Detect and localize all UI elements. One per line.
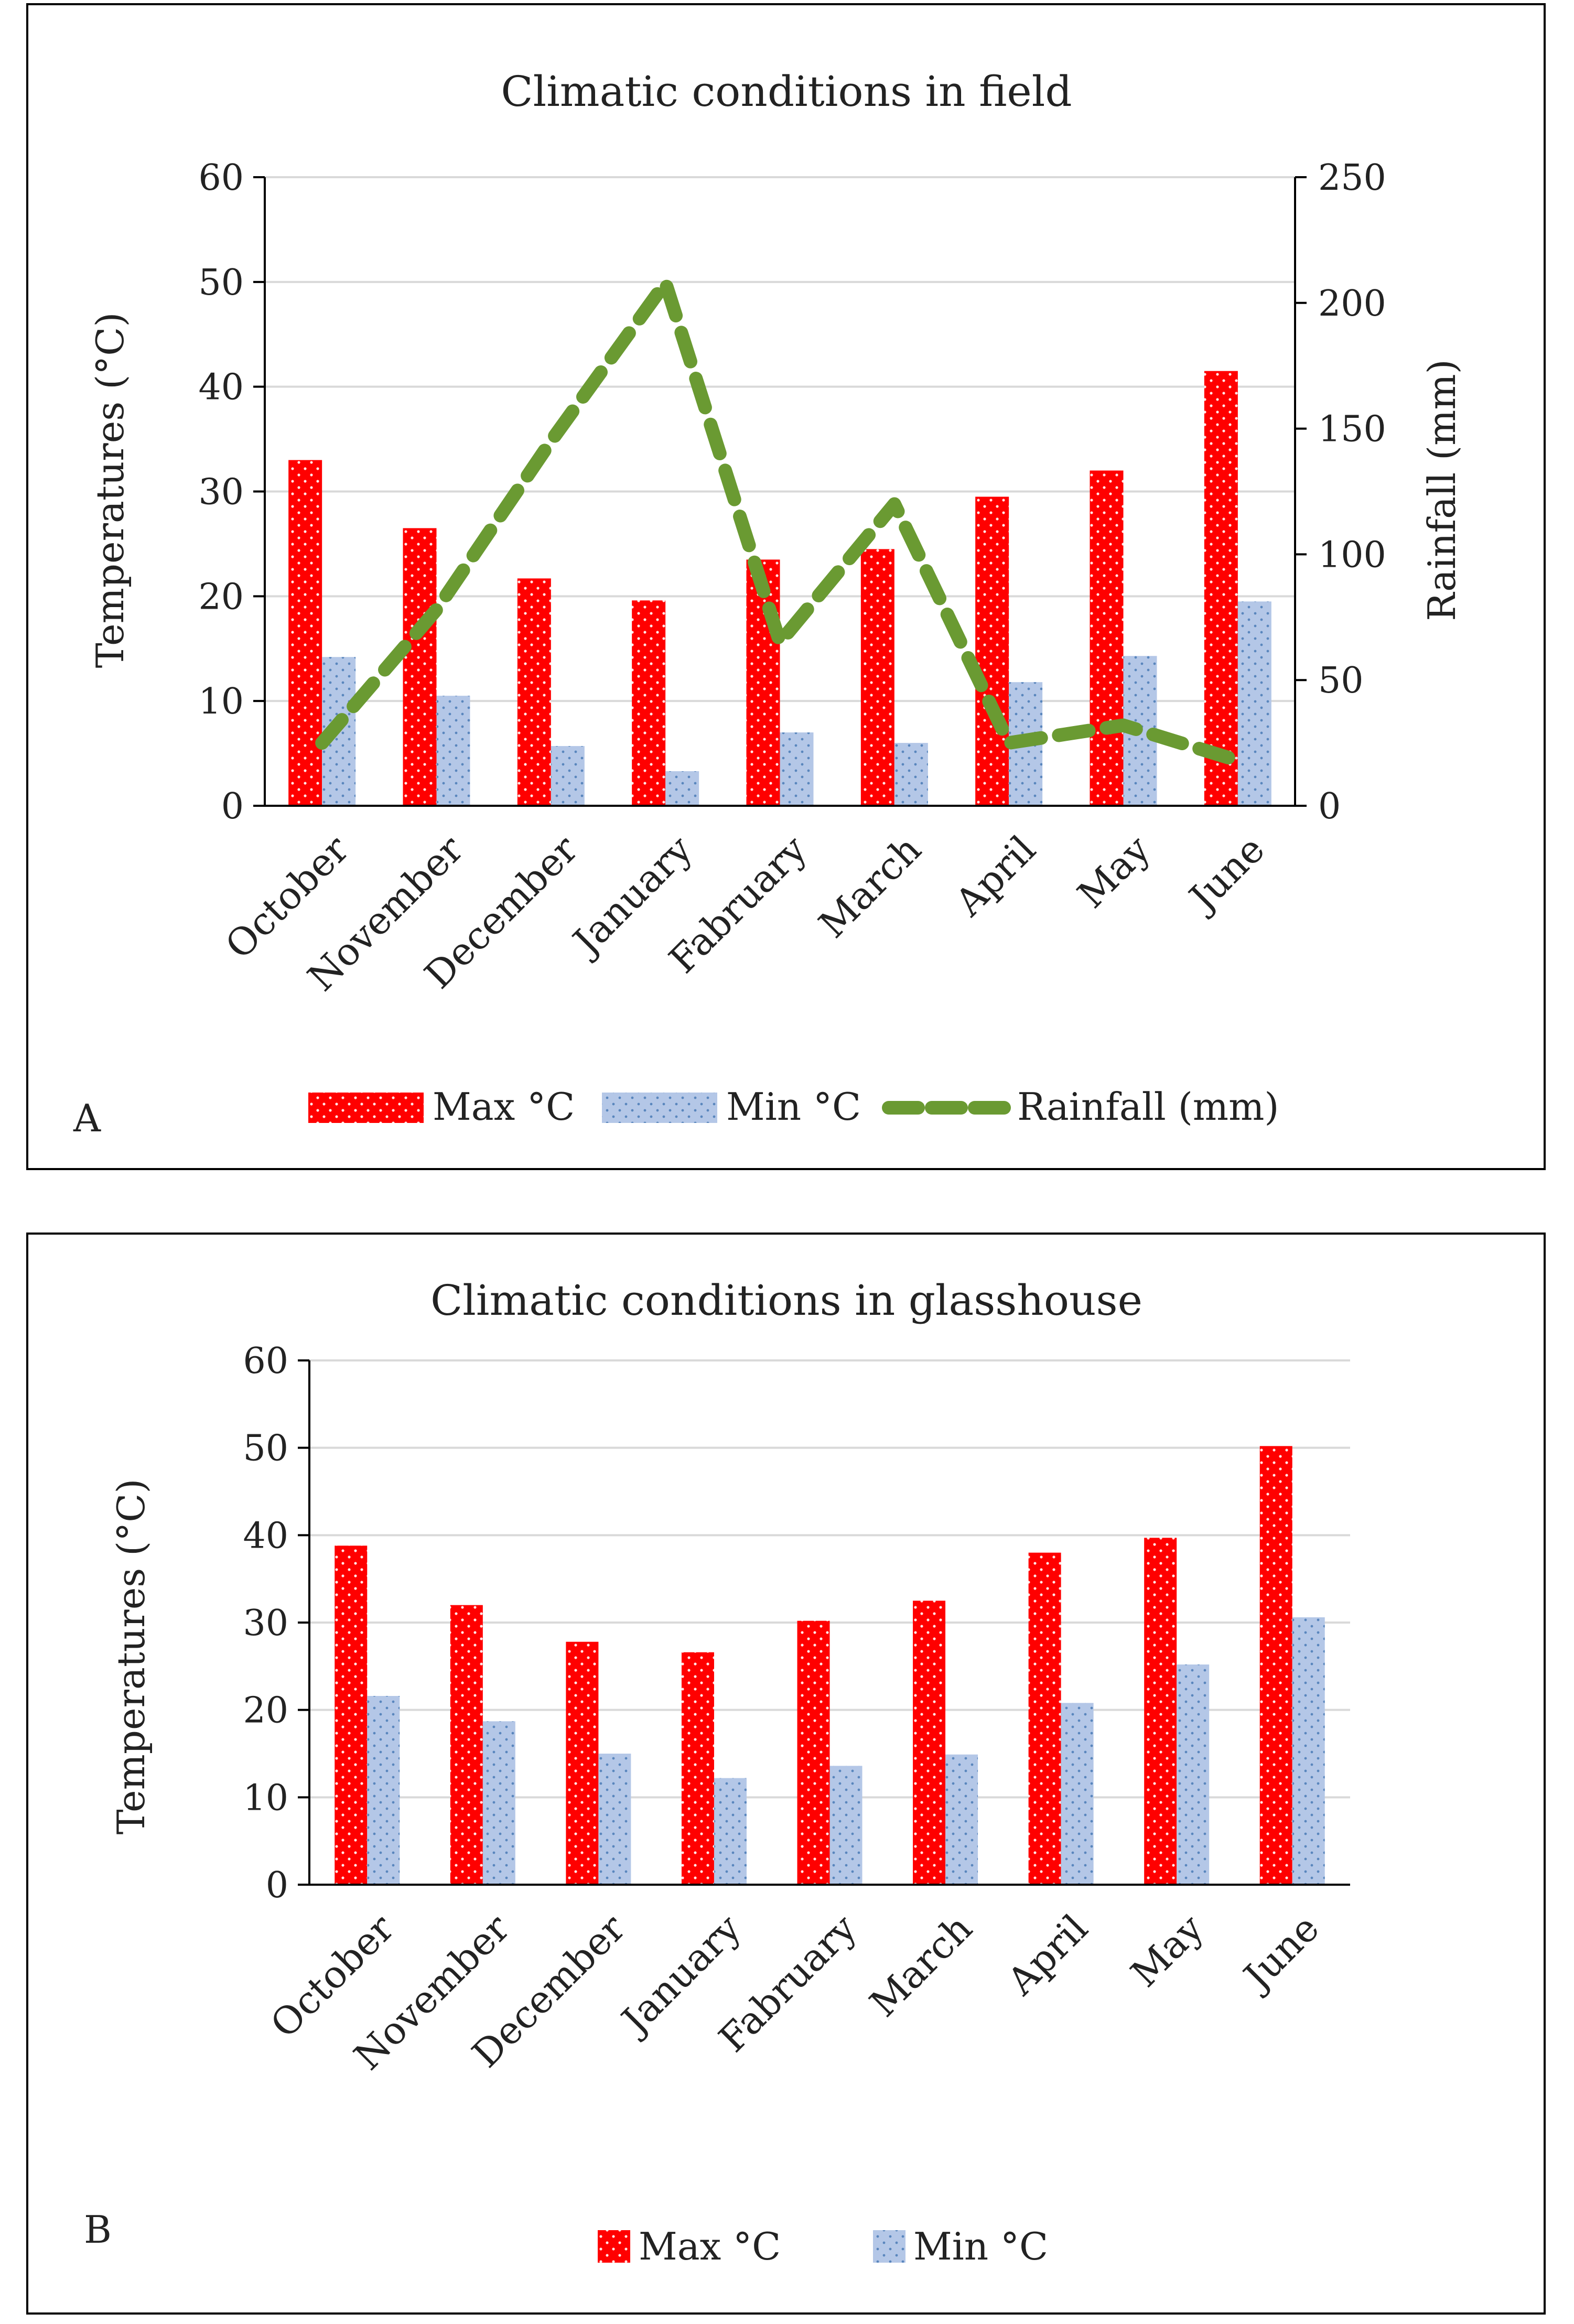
chart-a-title: Climatic conditions in field [501,67,1072,116]
y2-tick-label: 0 [1318,786,1341,827]
chart-b-axes [308,1360,1350,1886]
min-temp-bar-march [945,1754,978,1885]
y-tick-label: 10 [243,1777,288,1819]
max-temp-bar-april [975,496,1009,806]
max-temp-bar-january [681,1652,714,1885]
panel-b-glasshouse-chart: Climatic conditions in glasshouse Temper… [26,1233,1546,2315]
min-temp-bar-january [714,1778,747,1885]
max-temp-bar-november [403,528,437,806]
chart-b-bars [335,1446,1325,1885]
min-temp-bar-october [367,1696,400,1885]
legend-b-min-swatch [873,2230,905,2263]
min-temp-bar-november [482,1721,515,1885]
chart-b-legend: Max °C Min °C [598,2224,1048,2268]
y-tick-label: 60 [243,1341,288,1382]
legend-b-max-label: Max °C [639,2224,781,2268]
legend-a-max-label: Max °C [433,1085,575,1129]
legend-a-rainfall-label: Rainfall (mm) [1017,1085,1279,1129]
min-temp-bar-may [1177,1664,1210,1885]
chart-b-title: Climatic conditions in glasshouse [430,1276,1142,1325]
min-temp-bar-november [436,696,470,806]
legend-a-min-swatch [602,1093,717,1123]
y-tick-label: 60 [198,157,244,199]
max-temp-bar-fabruary [797,1620,830,1885]
max-temp-bar-june [1204,371,1238,806]
panel-a-field-chart: Climatic conditions in field Temperature… [26,3,1546,1170]
chart-a-y-axis-label: Temperatures (°C) [88,312,132,668]
y-tick-label: 40 [243,1515,288,1556]
max-temp-bar-october [288,460,322,806]
y2-tick-label: 250 [1318,157,1386,199]
chart-a-y2-axis-label: Rainfall (mm) [1420,359,1464,621]
chart-a-bars [288,371,1271,806]
min-temp-bar-december [551,746,585,806]
panel-a-frame [26,3,1546,1170]
max-temp-bar-may [1144,1538,1177,1885]
max-temp-bar-april [1028,1552,1061,1885]
chart-b-y-axis-label: Temperatures (°C) [109,1479,153,1835]
y-tick-label: 50 [243,1428,288,1469]
legend-a-max-swatch [308,1093,424,1123]
chart-a-legend: Max °C Min °C Rainfall (mm) [308,1085,1279,1129]
chart-b-axis-ticks: 0 10 20 30 40 50 60 [243,1341,309,1906]
min-temp-bar-april [1061,1703,1094,1885]
chart-a-axis-ticks: 0 10 20 30 40 50 60 0 50 100 150 200 250 [198,157,1386,827]
legend-b-min-label: Min °C [913,2224,1048,2268]
y-tick-label: 20 [198,576,244,618]
rainfall-series-line [315,276,1245,768]
y2-tick-label: 150 [1318,409,1386,450]
y-tick-label: 50 [198,262,244,304]
y-tick-label: 30 [198,472,244,513]
max-temp-bar-may [1090,470,1124,806]
panel-b-letter: B [84,2208,112,2252]
legend-a-min-label: Min °C [726,1085,861,1129]
min-temp-bar-june [1237,601,1271,806]
min-temp-bar-january [665,771,699,806]
legend-b-max-swatch [598,2230,630,2263]
max-temp-bar-december [517,578,551,806]
max-temp-bar-november [450,1605,483,1885]
y-tick-label: 0 [266,1865,288,1906]
min-temp-bar-march [894,743,928,806]
max-temp-bar-fabruary [746,559,780,806]
min-temp-bar-december [598,1754,631,1885]
max-temp-bar-october [335,1545,368,1885]
min-temp-bar-june [1292,1617,1325,1885]
panel-a-letter: A [73,1096,101,1140]
min-temp-bar-fabruary [780,732,814,806]
y-tick-label: 40 [198,367,244,408]
y-tick-label: 10 [198,681,244,722]
y2-tick-label: 50 [1318,660,1364,701]
max-temp-bar-march [913,1601,946,1885]
y-tick-label: 20 [243,1690,288,1732]
max-temp-bar-december [566,1641,599,1885]
chart-a-rainfall-line [315,276,1245,768]
min-temp-bar-fabruary [829,1766,863,1885]
max-temp-bar-june [1259,1446,1292,1885]
y2-tick-label: 200 [1318,283,1386,325]
chart-a-axes [264,177,1296,807]
max-temp-bar-march [860,549,894,806]
max-temp-bar-january [632,600,666,806]
y-tick-label: 0 [221,786,244,827]
y2-tick-label: 100 [1318,534,1386,576]
y-tick-label: 30 [243,1603,288,1644]
